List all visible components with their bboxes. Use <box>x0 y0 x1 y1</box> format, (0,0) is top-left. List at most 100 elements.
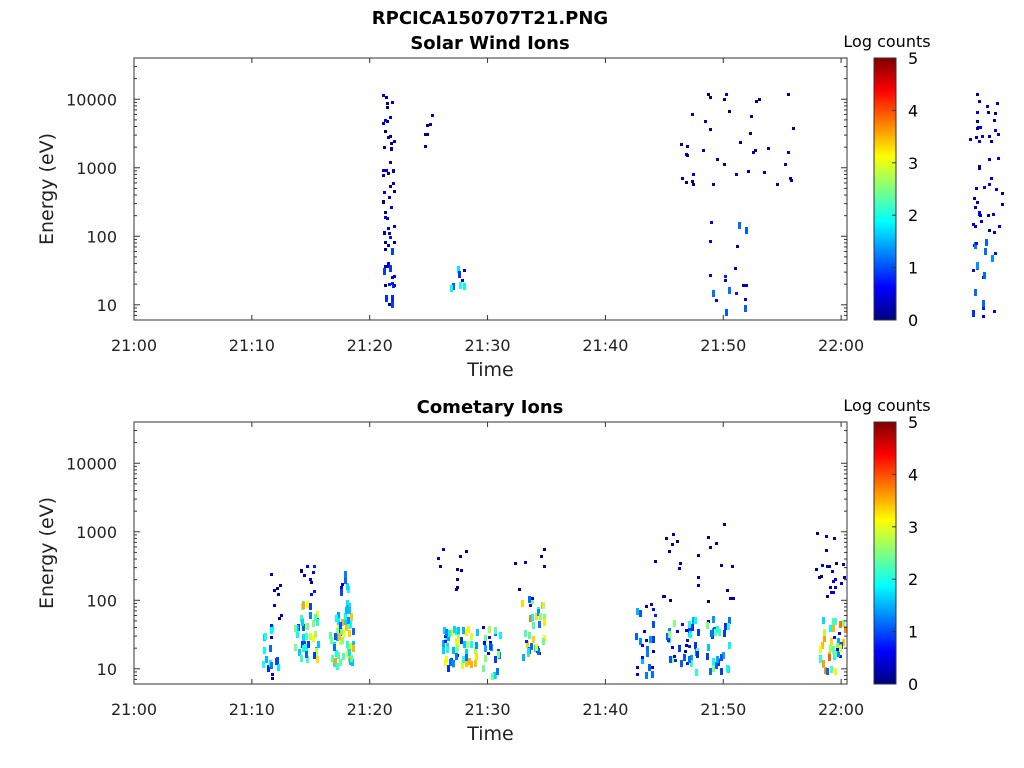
heatmap-cell <box>975 187 978 190</box>
heatmap-cell <box>822 617 825 624</box>
heatmap-cell <box>998 225 1001 228</box>
heatmap-cell <box>742 284 745 287</box>
heatmap-cell <box>712 290 715 297</box>
heatmap-cell <box>383 191 386 194</box>
heatmap-cell <box>389 236 392 239</box>
heatmap-cell <box>723 523 726 526</box>
heatmap-cell <box>993 310 996 313</box>
heatmap-cell <box>262 661 265 668</box>
heatmap-cell <box>522 654 525 661</box>
heatmap-cell <box>445 629 448 636</box>
heatmap-cell <box>978 100 981 103</box>
heatmap-cell <box>982 300 985 307</box>
heatmap-cell <box>982 307 985 310</box>
heatmap-cell <box>442 640 445 647</box>
heatmap-cell <box>347 617 350 624</box>
heatmap-cell <box>724 275 727 278</box>
heatmap-cell <box>457 638 460 645</box>
plot-frame <box>133 57 848 321</box>
heatmap-cell <box>314 631 317 638</box>
heatmap-cell <box>988 158 991 161</box>
heatmap-cell <box>532 622 535 629</box>
heatmap-cell <box>676 540 679 543</box>
heatmap-cell <box>727 623 730 630</box>
axis-ticks: 21:00 21:10 21:20 21:30 21:40 21:50 22:00 10 100… <box>66 57 864 355</box>
heatmap-cell <box>543 565 546 568</box>
heatmap-cell <box>277 593 280 596</box>
heatmap-cell <box>384 216 387 219</box>
heatmap-cell <box>346 605 349 612</box>
heatmap-cell <box>444 635 447 638</box>
y-tick-label: 1000 <box>76 523 117 542</box>
heatmap-cell <box>651 666 654 669</box>
heatmap-cell <box>754 149 757 152</box>
heatmap-cell <box>388 196 391 199</box>
heatmap-cell <box>271 677 274 680</box>
heatmap-cell <box>745 227 748 234</box>
heatmap-cell <box>758 98 761 101</box>
colorbar-label: Log counts <box>843 396 930 415</box>
heatmap-cell <box>277 664 280 671</box>
heatmap-cell <box>707 644 710 651</box>
heatmap-cell <box>303 574 306 577</box>
heatmap-cell <box>531 597 534 604</box>
heatmap-cell <box>424 133 427 136</box>
heatmap-cell <box>671 646 674 649</box>
heatmap-cell <box>834 668 837 675</box>
heatmap-cell <box>995 188 998 191</box>
heatmap-cell <box>341 637 344 644</box>
x-axis-label: Time <box>466 723 514 745</box>
heatmap-cell <box>821 564 824 567</box>
heatmap-cell <box>826 668 829 675</box>
heatmap-cell <box>456 578 459 581</box>
heatmap-cell <box>752 151 755 154</box>
heatmap-cell <box>300 655 303 662</box>
heatmap-cell <box>543 548 546 551</box>
heatmap-cell <box>710 630 713 637</box>
heatmap-cell <box>832 646 835 653</box>
heatmap-cell <box>702 149 705 152</box>
heatmap-cell <box>826 595 829 598</box>
heatmap-cell <box>531 614 534 621</box>
heatmap-cell <box>645 672 648 679</box>
heatmap-cell <box>296 631 299 638</box>
heatmap-cell <box>384 119 387 122</box>
heatmap-cell <box>685 181 688 184</box>
heatmap-cell <box>388 283 391 286</box>
heatmap-cell <box>819 646 822 653</box>
heatmap-cell <box>815 568 818 571</box>
heatmap-cell <box>393 241 396 244</box>
heatmap-cell <box>339 659 342 666</box>
heatmap-cell <box>976 93 979 96</box>
heatmap-cell <box>529 604 532 607</box>
heatmap-cell <box>278 617 281 620</box>
heatmap-cell <box>978 167 981 170</box>
heatmap-cell <box>528 596 531 603</box>
heatmap-cell <box>525 640 528 643</box>
heatmap-cell <box>975 242 978 245</box>
heatmap-cell <box>294 644 297 651</box>
heatmap-cell <box>650 603 653 606</box>
heatmap-cell <box>983 186 986 189</box>
heatmap-cell <box>426 133 429 136</box>
heatmap-cell <box>688 621 691 628</box>
heatmap-cell <box>697 554 700 557</box>
heatmap-cell <box>316 656 319 663</box>
heatmap-cell <box>391 282 394 285</box>
heatmap-cell <box>344 618 347 625</box>
heatmap-cell <box>830 591 833 594</box>
heatmap-cell <box>725 93 728 96</box>
heatmap-cell <box>972 310 975 317</box>
heatmap-cell <box>447 634 450 641</box>
heatmap-cell <box>467 626 470 633</box>
heatmap-cell <box>350 655 353 662</box>
heatmap-cell <box>451 629 454 636</box>
heatmap-cell <box>830 666 833 673</box>
heatmap-cell <box>391 248 394 255</box>
heatmap-cell <box>997 133 1000 136</box>
heatmap-cell <box>518 588 521 591</box>
heatmap-cell <box>455 628 458 635</box>
heatmap-cell <box>980 220 983 223</box>
heatmap-cell <box>819 656 822 663</box>
heatmap-cell <box>271 673 274 676</box>
